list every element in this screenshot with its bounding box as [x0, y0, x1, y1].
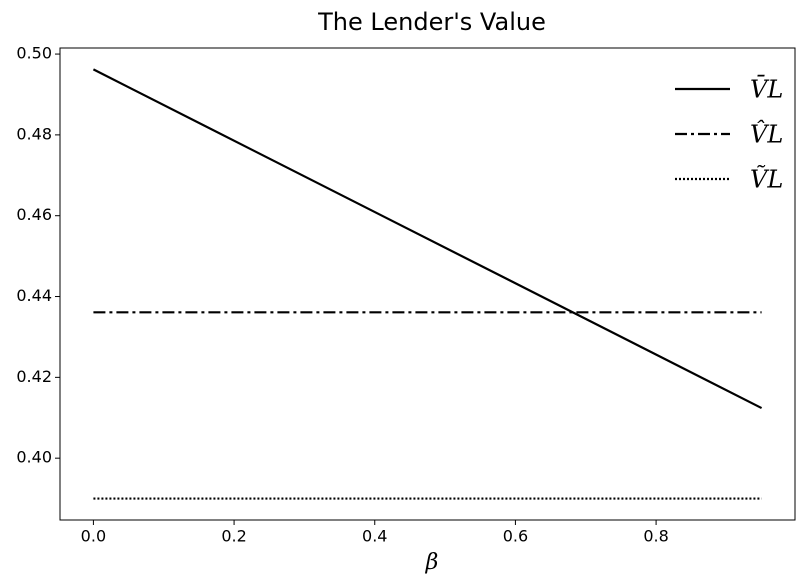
- chart-title: The Lender's Value: [317, 8, 546, 36]
- y-tick-label: 0.46: [16, 205, 52, 224]
- x-tick-label: 0.0: [81, 527, 106, 546]
- y-tick-label: 0.48: [16, 124, 52, 143]
- legend-label: V̂L: [750, 120, 783, 148]
- x-tick-label: 0.8: [643, 527, 668, 546]
- y-tick-label: 0.42: [16, 367, 52, 386]
- legend-label: ṼL: [750, 165, 783, 194]
- x-tick-label: 0.6: [503, 527, 528, 546]
- y-tick-label: 0.40: [16, 448, 52, 467]
- x-axis-label: β: [425, 550, 439, 575]
- legend-label: V̄L: [750, 75, 783, 103]
- y-tick-label: 0.44: [16, 286, 52, 305]
- plot-frame: [59, 47, 796, 521]
- y-tick-label: 0.50: [16, 44, 52, 63]
- series-line: [92, 68, 763, 410]
- x-tick-label: 0.2: [221, 527, 246, 546]
- x-tick-label: 0.4: [362, 527, 387, 546]
